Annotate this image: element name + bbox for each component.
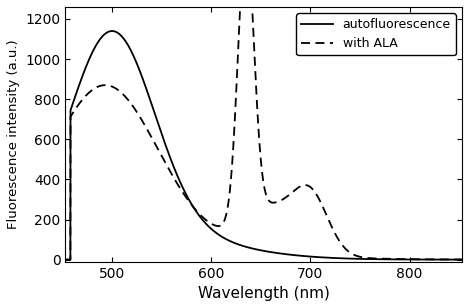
X-axis label: Wavelength (nm): Wavelength (nm) — [198, 286, 330, 301]
with ALA — [63, 258, 68, 261]
autofluorescence — [452, 258, 457, 261]
autofluorescence — [215, 232, 220, 236]
autofluorescence — [409, 258, 415, 261]
with ALA — [232, 119, 238, 123]
with ALA — [409, 257, 415, 261]
with ALA — [131, 106, 137, 110]
Legend: autofluorescence, with ALA: autofluorescence, with ALA — [296, 13, 456, 55]
Line: autofluorescence: autofluorescence — [66, 31, 462, 260]
with ALA — [215, 224, 220, 228]
autofluorescence — [459, 258, 465, 261]
autofluorescence — [109, 29, 115, 33]
with ALA — [108, 84, 113, 88]
autofluorescence — [132, 56, 137, 60]
autofluorescence — [108, 29, 113, 33]
Y-axis label: Fluorescence intensity (a.u.): Fluorescence intensity (a.u.) — [7, 39, 20, 229]
Line: with ALA: with ALA — [66, 0, 462, 260]
autofluorescence — [232, 241, 238, 245]
with ALA — [452, 258, 457, 261]
with ALA — [459, 258, 465, 261]
autofluorescence — [63, 258, 68, 261]
